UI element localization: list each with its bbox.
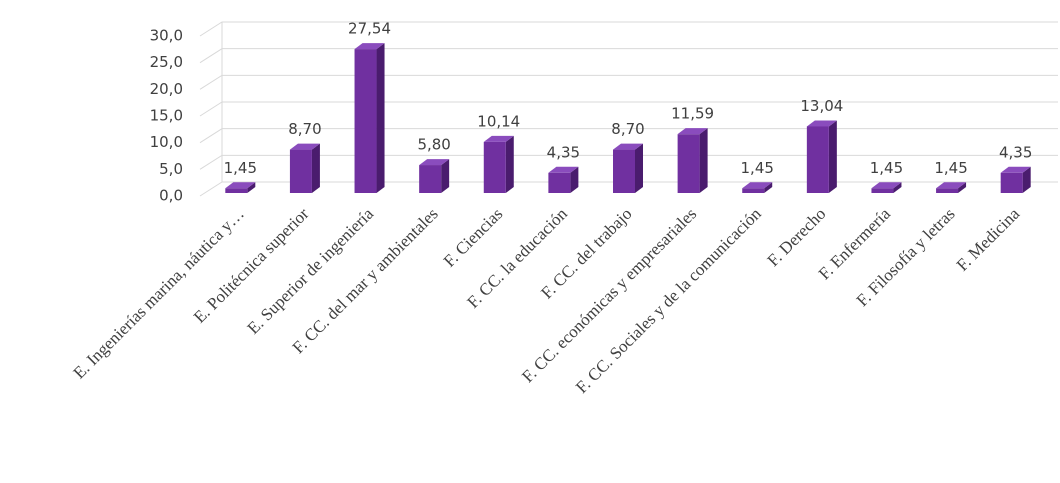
- y-tick-label: 15,0: [150, 107, 183, 125]
- bar: [225, 188, 248, 193]
- y-tick-label: 0,0: [159, 187, 183, 205]
- bar-top: [613, 143, 643, 150]
- y-tick-label: 5,0: [159, 160, 183, 178]
- bar-side: [311, 143, 320, 193]
- bar-side: [376, 43, 385, 194]
- data-label: 1,45: [224, 159, 257, 177]
- bar: [936, 188, 959, 193]
- x-tick-label: F. Ciencias: [440, 204, 507, 271]
- bar-side: [958, 182, 967, 193]
- bar: [806, 126, 829, 193]
- bar-top: [742, 182, 773, 189]
- bar-top: [354, 43, 385, 50]
- data-label: 13,04: [800, 97, 843, 115]
- bar-top: [936, 182, 967, 189]
- bar-side: [505, 135, 514, 193]
- data-label: 4,35: [547, 143, 580, 161]
- y-tick-label: 10,0: [150, 133, 183, 151]
- bar-top: [225, 182, 256, 189]
- bar-top: [289, 143, 320, 150]
- bar-side: [764, 182, 773, 193]
- bar-top: [548, 166, 579, 173]
- y-tick-label: 25,0: [150, 53, 183, 71]
- data-label: 1,45: [934, 159, 967, 177]
- grid-line: [199, 74, 1058, 90]
- bar-side: [441, 159, 450, 193]
- grid-line: [199, 21, 1058, 37]
- bar-side: [699, 128, 708, 193]
- bar: [742, 188, 765, 193]
- x-tick-label: F. Medicina: [953, 204, 1024, 275]
- bar: [354, 49, 377, 194]
- data-label: 5,80: [417, 136, 450, 154]
- bar-side: [828, 120, 837, 193]
- grid-line: [199, 101, 1058, 117]
- bar-top: [483, 135, 514, 142]
- bar-top: [806, 120, 837, 127]
- bar-side: [635, 143, 643, 193]
- data-label: 1,45: [741, 159, 774, 177]
- bar: [289, 149, 312, 193]
- data-label: 11,59: [671, 105, 714, 123]
- data-label: 8,70: [611, 120, 644, 138]
- bar: [677, 134, 700, 193]
- bar: [419, 165, 442, 193]
- bar-top: [1000, 166, 1031, 173]
- grid-line: [199, 48, 1058, 64]
- bar-top: [871, 182, 902, 189]
- bar-side: [247, 182, 256, 193]
- x-tick-label: E. Superior de ingeniería: [244, 204, 378, 338]
- bar: [483, 141, 506, 193]
- data-label: 8,70: [288, 120, 321, 138]
- data-label: 27,54: [348, 20, 391, 38]
- bar: [613, 149, 635, 193]
- bar-side: [893, 182, 902, 193]
- bar-side: [1022, 166, 1031, 193]
- bar-top: [419, 159, 450, 166]
- x-tick-label: E. Politécnica superior: [190, 204, 313, 327]
- data-label: 10,14: [477, 112, 520, 130]
- data-label: 4,35: [999, 143, 1032, 161]
- data-label: 1,45: [870, 159, 903, 177]
- x-tick-label: F. Derecho: [764, 204, 830, 270]
- y-tick-label: 30,0: [150, 27, 183, 45]
- bar: [1000, 172, 1023, 193]
- bar: [871, 188, 894, 193]
- bar-top: [677, 128, 708, 135]
- y-tick-label: 20,0: [150, 80, 183, 98]
- bar: [548, 172, 571, 193]
- bar-side: [570, 166, 579, 193]
